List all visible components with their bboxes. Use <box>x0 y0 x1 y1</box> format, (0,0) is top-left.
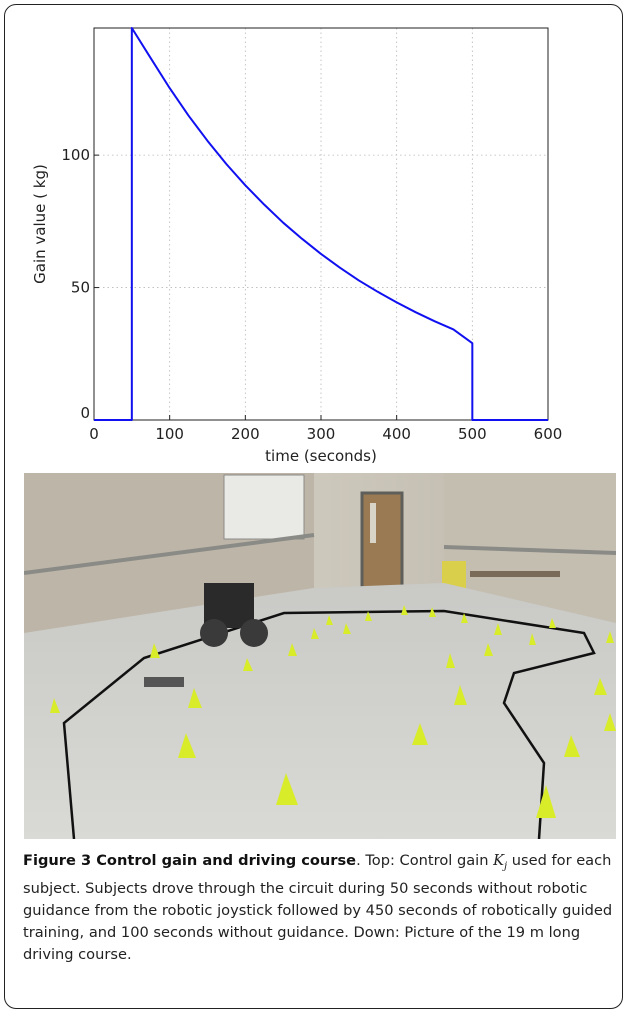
y-axis-label: Gain value ( kg) <box>31 164 49 284</box>
chart-ticks: 0 100 200 300 400 500 600 0 50 100 <box>61 146 562 443</box>
caption-body: used for each subject. Subjects drove th… <box>23 852 613 963</box>
x-tick-label: 500 <box>458 425 487 443</box>
figure-caption: Figure 3 Control gain and driving course… <box>23 850 615 966</box>
gain-subscript: j <box>504 860 508 872</box>
gain-symbol: K <box>493 852 505 869</box>
y-tick-label: 100 <box>61 146 90 164</box>
x-tick-label: 200 <box>231 425 260 443</box>
x-tick-label: 600 <box>534 425 563 443</box>
caption-title: Figure 3 Control gain and driving course <box>23 852 357 869</box>
wheelchair <box>144 583 268 687</box>
x-tick-label: 100 <box>155 425 184 443</box>
x-axis-label: time (seconds) <box>265 447 377 465</box>
x-tick-label: 300 <box>307 425 336 443</box>
caption-lead: . Top: Control gain <box>356 852 494 869</box>
x-tick-label: 400 <box>382 425 411 443</box>
y-tick-label: 0 <box>80 404 90 422</box>
figure-frame <box>4 4 623 1009</box>
gain-series-line <box>94 27 548 421</box>
driving-course-photo <box>24 473 616 839</box>
x-tick-label: 0 <box>89 425 99 443</box>
y-tick-label: 50 <box>71 279 90 297</box>
chart-series <box>94 27 548 421</box>
gain-chart: 0 100 200 300 400 500 600 0 50 100 time (seconds)… <box>31 27 562 465</box>
chart-grid <box>94 28 548 420</box>
